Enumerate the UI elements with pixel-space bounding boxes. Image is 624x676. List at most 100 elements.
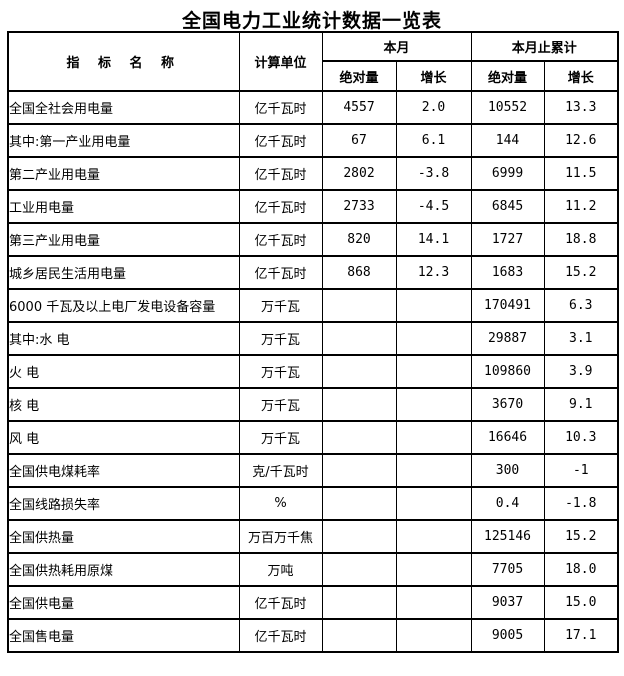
month-growth-cell [395,354,472,389]
indicator-name-cell: 全国供热量 [7,519,240,554]
table-row: 6000 千瓦及以上电厂发电设备容量 万千瓦 170491 6.3 [7,288,619,323]
indicator-name-cell: 全国线路损失率 [7,486,240,521]
cumulative-absolute-cell: 6845 [470,189,545,224]
table-row: 全国供电煤耗率 克/千瓦时 300 -1 [7,453,619,488]
unit-cell: 万千瓦 [238,420,323,455]
cumulative-absolute-cell: 7705 [470,552,545,587]
unit-cell: 万吨 [238,552,323,587]
table-row: 核 电万千瓦 3670 9.1 [7,387,619,422]
month-growth-cell: -4.5 [395,189,472,224]
month-growth-cell [395,618,472,653]
indicator-name-cell: 第二产业用电量 [7,156,240,191]
cumulative-growth-cell: 3.9 [543,354,619,389]
cumulative-growth-cell: 9.1 [543,387,619,422]
cumulative-growth-cell: 17.1 [543,618,619,653]
unit-cell: 亿千瓦时 [238,255,323,290]
table-row: 第三产业用电量 亿千瓦时 820 14.1 1727 18.8 [7,222,619,257]
unit-cell: 亿千瓦时 [238,123,323,158]
indicator-name-cell: 全国供电煤耗率 [7,453,240,488]
unit-cell: 亿千瓦时 [238,156,323,191]
indicator-name-cell: 全国售电量 [7,618,240,653]
cumulative-absolute-cell: 109860 [470,354,545,389]
cumulative-absolute-cell: 9037 [470,585,545,620]
month-growth-cell: 6.1 [395,123,472,158]
cumulative-growth-cell: 12.6 [543,123,619,158]
month-growth-cell [395,552,472,587]
indicator-name-cell: 核 电 [7,387,240,422]
header-row-top: 指 标 名 称 计算单位 本月 本月止累计 [7,31,619,92]
cumulative-absolute-cell: 9005 [470,618,545,653]
header-indicator-name: 指 标 名 称 [7,31,240,92]
cumulative-growth-cell: -1.8 [543,486,619,521]
unit-cell: 克/千瓦时 [238,453,323,488]
month-growth-cell: 12.3 [395,255,472,290]
table-row: 其中:水 电万千瓦 29887 3.1 [7,321,619,356]
indicator-name-cell: 风 电 [7,420,240,455]
month-absolute-cell [321,453,397,488]
cumulative-absolute-cell: 170491 [470,288,545,323]
table-row: 第二产业用电量 亿千瓦时 2802 -3.8 6999 11.5 [7,156,619,191]
table-header: 指 标 名 称 计算单位 本月 本月止累计 绝对量 增长 绝对量 增长 [7,31,619,92]
header-unit: 计算单位 [238,31,323,92]
month-absolute-cell [321,420,397,455]
month-growth-cell [395,453,472,488]
indicator-name-cell: 第三产业用电量 [7,222,240,257]
table-row: 全国售电量 亿千瓦时 9005 17.1 [7,618,619,653]
table-row: 城乡居民生活用电量 亿千瓦时 868 12.3 1683 15.2 [7,255,619,290]
month-growth-cell [395,288,472,323]
indicator-name-cell: 火 电 [7,354,240,389]
month-growth-cell: 14.1 [395,222,472,257]
indicator-name-cell: 全国供电量 [7,585,240,620]
cumulative-absolute-cell: 29887 [470,321,545,356]
header-cumulative-absolute: 绝对量 [470,60,545,92]
table-row: 火 电万千瓦 109860 3.9 [7,354,619,389]
cumulative-absolute-cell: 300 [470,453,545,488]
month-growth-cell [395,420,472,455]
page-title: 全国电力工业统计数据一览表 [181,10,442,32]
cumulative-growth-cell: 11.2 [543,189,619,224]
cumulative-absolute-cell: 10552 [470,90,545,125]
indicator-name-cell: 其中:水 电 [7,321,240,356]
unit-cell: 万百万千焦 [238,519,323,554]
month-absolute-cell: 4557 [321,90,397,125]
table-row: 全国供电量 亿千瓦时 9037 15.0 [7,585,619,620]
unit-cell: 亿千瓦时 [238,585,323,620]
month-absolute-cell [321,387,397,422]
cumulative-absolute-cell: 0.4 [470,486,545,521]
month-absolute-cell [321,354,397,389]
cumulative-growth-cell: 10.3 [543,420,619,455]
table-row: 工业用电量 亿千瓦时 2733 -4.5 6845 11.2 [7,189,619,224]
cumulative-growth-cell: 11.5 [543,156,619,191]
indicator-name-cell: 工业用电量 [7,189,240,224]
month-absolute-cell: 868 [321,255,397,290]
cumulative-growth-cell: 18.8 [543,222,619,257]
cumulative-growth-cell: 6.3 [543,288,619,323]
header-month-absolute: 绝对量 [321,60,397,92]
cumulative-growth-cell: 13.3 [543,90,619,125]
header-this-month: 本月 [321,31,472,62]
table-body: 全国全社会用电量 亿千瓦时 4557 2.0 10552 13.3 其中:第一产业用电量 亿千… [7,90,619,653]
month-growth-cell: -3.8 [395,156,472,191]
cumulative-absolute-cell: 125146 [470,519,545,554]
cumulative-absolute-cell: 6999 [470,156,545,191]
month-growth-cell: 2.0 [395,90,472,125]
unit-cell: 万千瓦 [238,387,323,422]
indicator-name-cell: 城乡居民生活用电量 [7,255,240,290]
header-month-growth: 增长 [395,60,472,92]
unit-cell: 亿千瓦时 [238,189,323,224]
month-absolute-cell: 67 [321,123,397,158]
table-row: 风 电万千瓦 16646 10.3 [7,420,619,455]
unit-cell: 万千瓦 [238,288,323,323]
cumulative-growth-cell: 3.1 [543,321,619,356]
cumulative-absolute-cell: 16646 [470,420,545,455]
month-absolute-cell [321,585,397,620]
table-row: 全国全社会用电量 亿千瓦时 4557 2.0 10552 13.3 [7,90,619,125]
unit-cell: 亿千瓦时 [238,90,323,125]
cumulative-growth-cell: 15.2 [543,519,619,554]
month-growth-cell [395,486,472,521]
statistics-table: 指 标 名 称 计算单位 本月 本月止累计 绝对量 增长 绝对量 增长 全国全社… [7,31,620,653]
indicator-name-cell: 全国全社会用电量 [7,90,240,125]
table-row: 全国供热耗用原煤 万吨 7705 18.0 [7,552,619,587]
unit-cell: 亿千瓦时 [238,618,323,653]
month-growth-cell [395,321,472,356]
